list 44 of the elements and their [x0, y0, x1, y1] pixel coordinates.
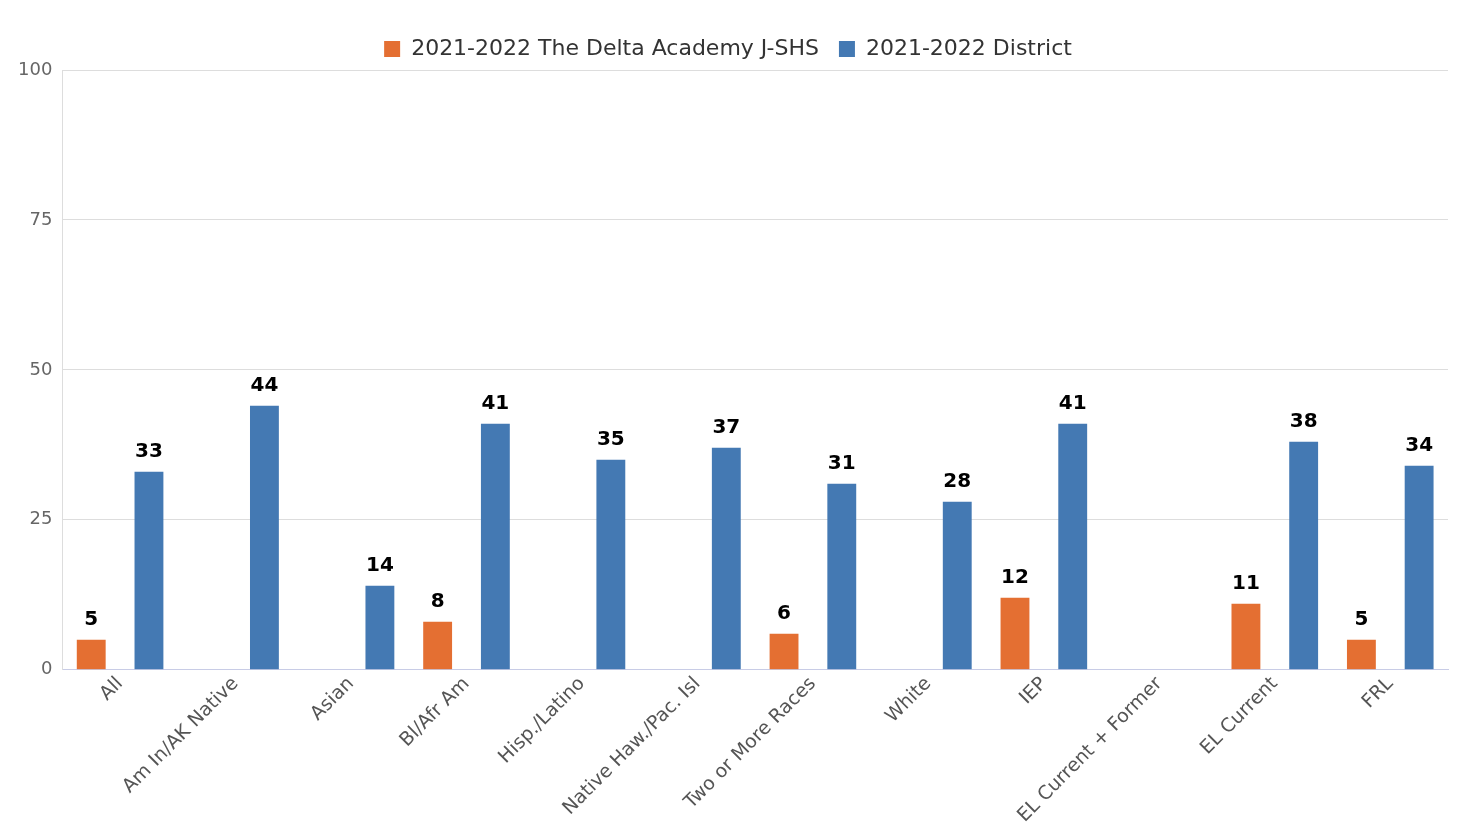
x-tick-label: FRL — [1356, 671, 1397, 712]
data-label: 34 — [1405, 432, 1434, 457]
bar — [365, 585, 395, 670]
data-label: 35 — [596, 426, 625, 451]
bar — [76, 639, 106, 670]
data-label: 31 — [827, 450, 856, 475]
bar — [596, 459, 626, 670]
bar — [1058, 423, 1088, 670]
data-label: 6 — [777, 599, 792, 624]
data-label: 12 — [1001, 563, 1029, 588]
bar — [250, 405, 279, 670]
data-label: 38 — [1289, 408, 1318, 433]
data-label: 33 — [135, 438, 163, 463]
bar — [134, 471, 164, 670]
data-label: 11 — [1232, 569, 1260, 594]
bar — [1346, 639, 1376, 670]
legend-label: 2021-2022 The Delta Academy J-SHS — [411, 34, 819, 60]
bar — [480, 423, 510, 670]
bar — [827, 483, 857, 670]
bar — [1289, 441, 1319, 670]
bar — [1000, 597, 1030, 670]
bar — [942, 501, 972, 670]
bar — [423, 621, 453, 670]
data-label: 37 — [712, 414, 741, 439]
data-label: 41 — [481, 390, 510, 415]
data-label: 5 — [84, 605, 99, 630]
data-label: 41 — [1058, 390, 1087, 415]
bar — [711, 447, 741, 670]
y-tick-label: 0 — [40, 657, 53, 679]
y-tick-label: 100 — [18, 57, 53, 79]
data-label: 8 — [430, 587, 445, 612]
y-tick-label: 50 — [29, 357, 53, 379]
y-tick-label: 25 — [29, 507, 53, 529]
legend-label: 2021-2022 District — [865, 34, 1073, 60]
x-tick-label: IEP — [1014, 671, 1051, 708]
data-label: 28 — [943, 468, 972, 493]
x-tick-label: All — [94, 671, 127, 704]
data-label: 5 — [1354, 605, 1369, 630]
bar — [769, 633, 799, 670]
y-tick-label: 75 — [29, 207, 53, 229]
data-label: 44 — [250, 372, 279, 397]
data-label: 14 — [365, 551, 394, 576]
bar — [1404, 465, 1434, 670]
bar — [1231, 603, 1261, 670]
